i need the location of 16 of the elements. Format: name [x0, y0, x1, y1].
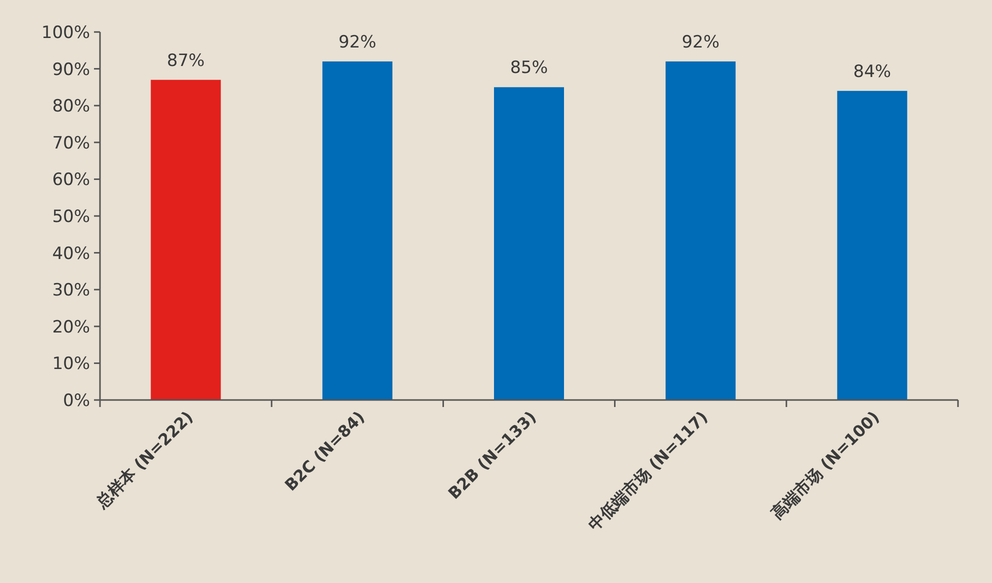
data-label: 87%: [166, 50, 205, 71]
y-tick-label: 30%: [52, 280, 90, 301]
data-label: 92%: [682, 32, 720, 52]
y-tick-label: 40%: [52, 244, 90, 264]
y-tick-label: 90%: [52, 60, 90, 80]
data-label: 85%: [510, 58, 548, 78]
y-tick-label: 100%: [41, 23, 90, 43]
data-label: 92%: [338, 32, 376, 52]
y-tick-label: 0%: [63, 391, 90, 411]
y-tick-label: 80%: [52, 96, 90, 117]
y-tick-label: 70%: [52, 133, 90, 154]
y-tick-label: 50%: [52, 207, 90, 227]
data-label: 84%: [853, 62, 892, 82]
y-tick-label: 20%: [52, 317, 90, 338]
y-tick-label: 60%: [52, 170, 90, 190]
y-tick-label: 10%: [52, 354, 90, 374]
